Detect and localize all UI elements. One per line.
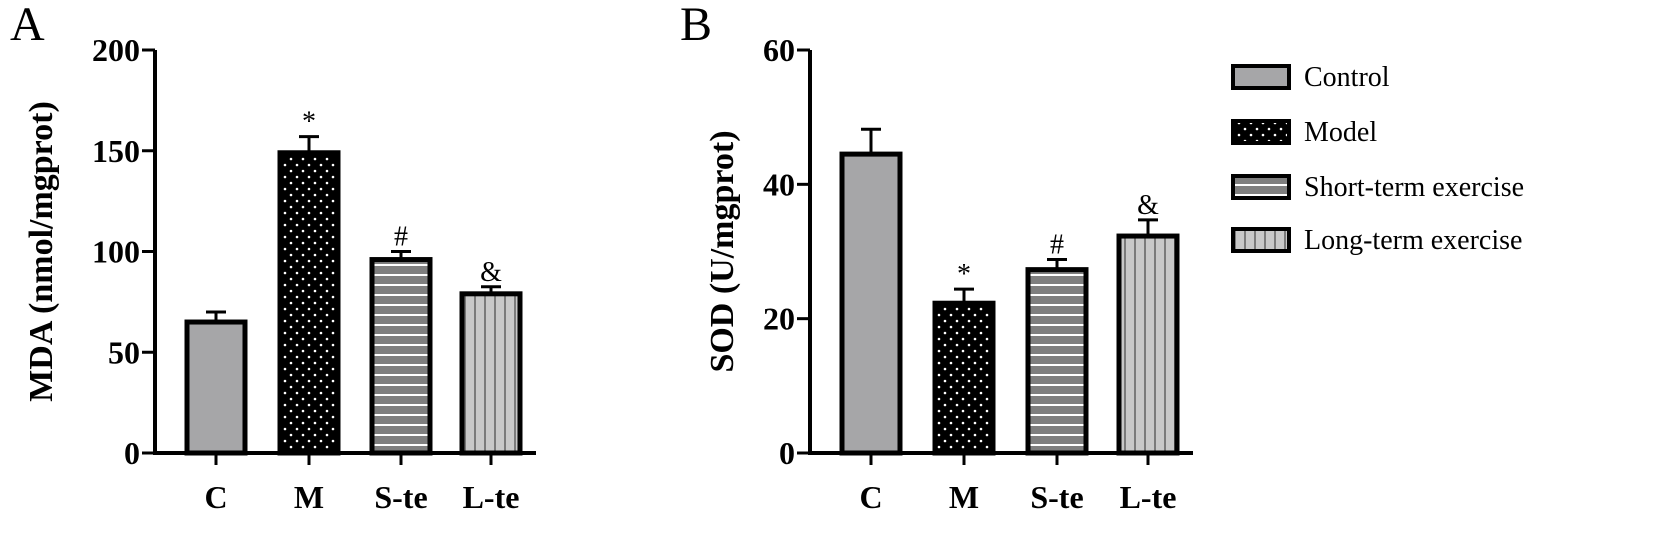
bar	[459, 291, 523, 456]
legend-label: Control	[1304, 62, 1390, 93]
y-tick-label: 0	[124, 435, 140, 471]
legend-label: Short-term exercise	[1304, 172, 1524, 203]
bar	[184, 319, 248, 456]
x-tick-label: L-te	[463, 479, 520, 515]
legend-label: Long-term exercise	[1304, 225, 1522, 256]
x-tick-label: L-te	[1120, 479, 1177, 515]
x-tick-label: M	[294, 479, 324, 515]
panel-a-chart: A 0 50 100 150 200 MDA (nmol/mgprot) C M * S-te # L-…	[10, 0, 536, 515]
significance-annotation: &	[1137, 190, 1159, 221]
significance-annotation: *	[957, 259, 971, 290]
y-tick-label: 40	[763, 166, 795, 202]
x-tick-label: C	[204, 479, 227, 515]
y-tick-label: 20	[763, 301, 795, 337]
bar	[839, 151, 903, 456]
panel-b-chart: B 0 20 40 60 SOD (U/mgprot) C M * S-te # L-te &	[680, 0, 1193, 515]
y-tick-label: 50	[108, 334, 140, 370]
legend-label: Model	[1304, 117, 1377, 148]
y-tick-label: 200	[92, 32, 140, 68]
y-tick-label: 0	[779, 435, 795, 471]
legend-swatch	[1231, 119, 1291, 145]
bar	[277, 150, 341, 456]
x-tick-label: C	[859, 479, 882, 515]
y-axis-title: SOD (U/mgprot)	[704, 130, 741, 372]
bar	[1116, 233, 1180, 456]
y-axis-title: MDA (nmol/mgprot)	[23, 101, 60, 402]
y-tick-label: 150	[92, 133, 140, 169]
x-tick-label: S-te	[374, 479, 427, 515]
bar	[369, 257, 433, 456]
legend-swatch	[1231, 227, 1291, 253]
significance-annotation: #	[1050, 230, 1064, 261]
x-tick-label: M	[949, 479, 979, 515]
significance-annotation: #	[394, 222, 408, 253]
x-tick-label: S-te	[1030, 479, 1083, 515]
legend-swatch	[1231, 64, 1291, 90]
legend-swatch	[1231, 174, 1291, 200]
legend: Control Model Short-term exercise Long-term…	[1231, 62, 1524, 256]
panel-letter: A	[10, 0, 45, 51]
panel-letter: B	[680, 0, 712, 51]
bar	[932, 300, 996, 456]
y-tick-label: 100	[92, 234, 140, 270]
significance-annotation: &	[480, 257, 502, 288]
y-tick-label: 60	[763, 32, 795, 68]
significance-annotation: *	[302, 107, 316, 138]
bar	[1025, 267, 1089, 456]
